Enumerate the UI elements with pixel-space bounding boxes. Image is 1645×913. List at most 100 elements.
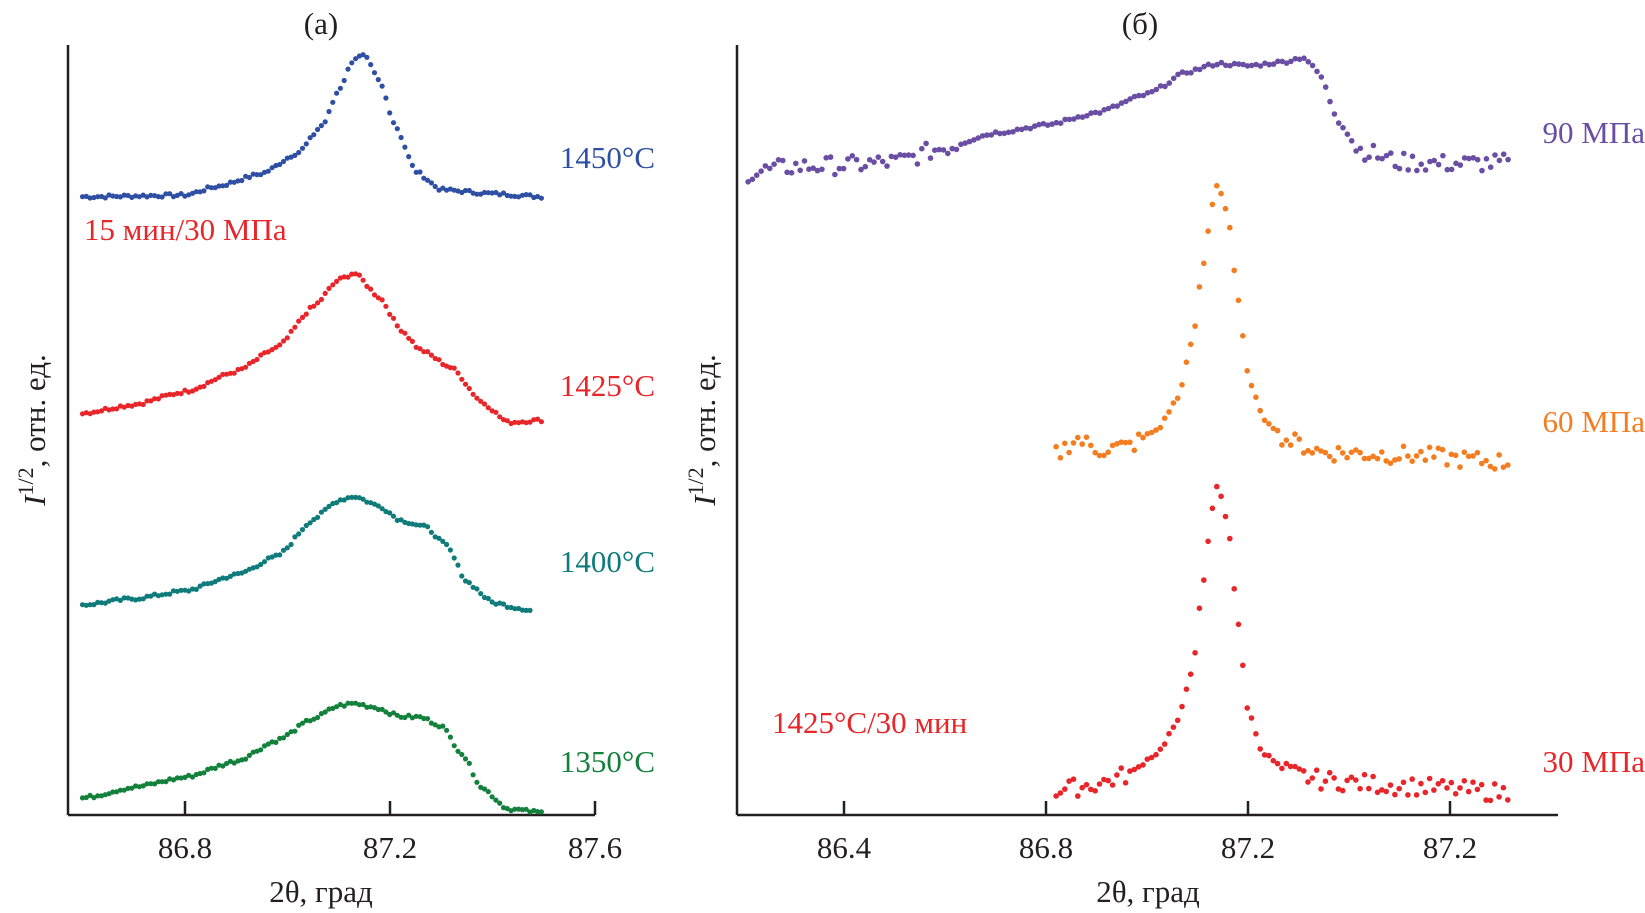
data-point [201, 770, 207, 776]
series-1450c [79, 52, 545, 201]
data-point [246, 752, 252, 759]
data-point [1379, 449, 1385, 455]
data-point [519, 807, 526, 813]
series-label-90mpa: 90 МПа [1543, 115, 1645, 150]
data-point [216, 374, 222, 380]
data-point [368, 62, 374, 68]
data-point [447, 365, 453, 371]
data-point [527, 607, 533, 614]
data-point [375, 295, 381, 301]
data-point [1318, 448, 1324, 454]
data-point [1079, 114, 1086, 120]
data-point [292, 534, 298, 540]
data-point [303, 311, 309, 317]
data-point [1209, 201, 1216, 208]
data-point [322, 709, 328, 715]
data-point [402, 144, 408, 150]
data-point [1396, 456, 1402, 462]
data-point [425, 524, 431, 530]
data-point [462, 756, 469, 762]
data-point [178, 587, 184, 593]
data-point [489, 190, 495, 196]
data-point [462, 381, 469, 387]
data-point [767, 165, 773, 172]
data-point [1335, 444, 1342, 451]
series-90 [745, 55, 1511, 185]
data-point [1322, 778, 1329, 784]
data-point [1457, 785, 1463, 791]
data-point [1014, 126, 1021, 133]
data-point [189, 774, 196, 780]
data-point [1505, 462, 1511, 468]
data-point [1157, 746, 1164, 752]
data-point [788, 170, 795, 176]
data-point [1040, 120, 1047, 127]
data-point [745, 179, 751, 185]
data-point [1335, 786, 1342, 792]
panel-a: (а) 86.8 87.2 87.6 2θ, град I1/2, отн. ед.… [13, 6, 655, 909]
data-point [1148, 429, 1155, 436]
data-point [375, 77, 381, 83]
data-point [261, 559, 268, 565]
data-point [1148, 754, 1155, 761]
x-tick-label: 86.8 [1019, 830, 1073, 865]
data-point [1088, 786, 1094, 793]
data-point [1478, 781, 1485, 788]
data-point [144, 781, 150, 787]
data-point [231, 571, 237, 577]
data-point [280, 547, 287, 553]
data-point [1374, 789, 1381, 796]
data-point [451, 365, 457, 371]
data-point [758, 168, 764, 174]
data-point [398, 134, 404, 141]
data-point [1070, 776, 1077, 782]
data-point [1392, 163, 1398, 170]
x-tick-label: 87.6 [568, 830, 622, 865]
data-point [337, 497, 343, 503]
data-point [201, 581, 207, 587]
data-point [1305, 59, 1312, 65]
data-point [1379, 787, 1385, 793]
data-point [1114, 441, 1120, 447]
data-point [1136, 92, 1142, 99]
data-point [984, 132, 990, 138]
data-point [296, 722, 302, 728]
data-point [91, 409, 97, 415]
data-point [979, 133, 986, 139]
data-point [436, 535, 442, 541]
data-point [447, 734, 453, 740]
data-point [1287, 442, 1294, 448]
data-point [235, 570, 241, 577]
data-point [481, 401, 488, 407]
data-point [390, 710, 397, 716]
data-point [303, 717, 309, 724]
data-point [254, 564, 260, 570]
data-point [155, 396, 161, 402]
data-point [1161, 741, 1168, 747]
data-point [364, 54, 370, 60]
data-point [189, 586, 196, 592]
data-point [265, 168, 271, 174]
data-point [1474, 156, 1481, 163]
data-point [326, 503, 332, 509]
data-point [1110, 103, 1116, 109]
data-point [239, 177, 245, 184]
data-point [1175, 71, 1181, 78]
data-point [1405, 167, 1411, 173]
data-point [1196, 284, 1203, 290]
data-point [910, 152, 916, 159]
data-point [269, 347, 275, 353]
data-point [299, 527, 306, 533]
data-point [349, 700, 355, 706]
data-point [315, 514, 321, 521]
data-point [459, 573, 465, 579]
data-point [87, 195, 93, 201]
data-point [523, 806, 529, 812]
data-point [1075, 114, 1081, 120]
data-point [1231, 60, 1238, 67]
data-point [1409, 776, 1415, 782]
data-point [1296, 766, 1303, 772]
data-point [1387, 460, 1394, 467]
data-point [975, 135, 981, 141]
data-point [504, 418, 510, 424]
